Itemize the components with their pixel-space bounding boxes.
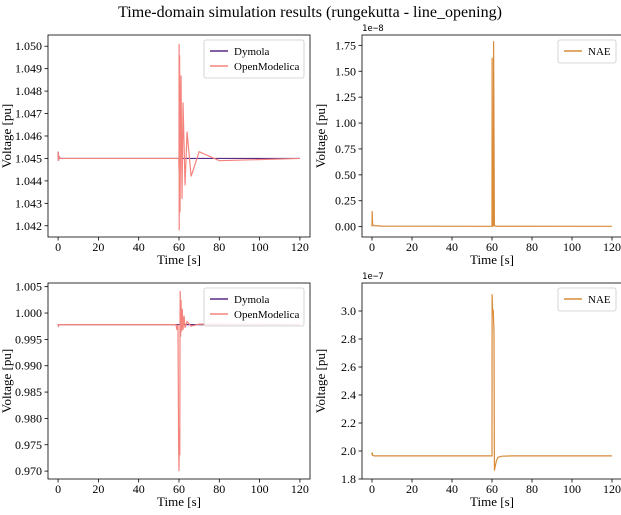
legend: Dymola OpenModelica [203,287,305,327]
y-tick-label: 2.8 [341,332,356,346]
legend-entry: NAE [588,46,611,58]
x-tick-label: 20 [406,482,418,496]
y-tick-label: 2.0 [341,444,356,458]
x-tick-label: 20 [92,482,104,496]
y-tick-label: 1.049 [15,62,42,76]
x-tick-label: 80 [526,240,538,254]
y-tick-label: 1.046 [15,129,42,143]
x-axis-label: Time [s] [470,494,514,509]
y-tick-label: 1.045 [15,151,42,165]
y-axis-label: Voltage [pu] [0,349,14,413]
y-tick-label: 0.975 [15,438,42,452]
x-tick-label: 20 [406,240,418,254]
subplot-2: 0 20 40 60 80 100 120 0.00 0.25 0.50 0.75 1.00 1.25 1… [313,24,621,267]
x-tick-label: 100 [251,482,269,496]
x-tick-label: 100 [251,240,269,254]
y-tick-label: 3.0 [341,304,356,318]
y-tick-label: 0.25 [335,194,356,208]
x-tick-label: 0 [55,482,61,496]
subplots: 0 20 40 60 80 100 120 1.042 1.043 1.044 1.045 1.046… [0,24,621,509]
legend-box [203,287,305,327]
legend-entry: OpenModelica [234,61,299,73]
y-tick-label: 2.4 [341,388,356,402]
y-tick-label: 0.990 [15,359,42,373]
y-tick-label: 1.042 [15,219,42,233]
legend-entry: Dymola [234,294,270,306]
y-tick-label: 1.75 [335,38,356,52]
x-tick-label: 60 [173,240,185,254]
x-tick-label: 120 [291,482,309,496]
y-tick-label: 0.50 [335,168,356,182]
y-tick-label: 1.50 [335,64,356,78]
y-tick-label: 1.005 [15,280,42,294]
y-tick-label: 1.8 [341,472,356,486]
x-tick-label: 60 [486,240,498,254]
series-line-nae [371,41,613,227]
series-line-openmodelica [57,43,300,231]
x-axis-label: Time [s] [157,494,201,509]
x-tick-label: 120 [603,240,621,254]
legend-box [557,39,617,64]
y-tick-label: 0.995 [15,332,42,346]
figure-title: Time-domain simulation results (rungekut… [118,4,502,21]
y-tick-label: 1.048 [15,84,42,98]
axis-offset-label: 1e−8 [362,24,384,34]
y-tick-label: 0.75 [335,142,356,156]
x-tick-label: 40 [446,482,458,496]
x-tick-label: 60 [486,482,498,496]
y-tick-label: 1.00 [335,116,356,130]
x-tick-label: 40 [446,240,458,254]
x-tick-label: 0 [55,240,61,254]
series-line-nae [371,294,612,471]
x-tick-label: 100 [563,240,581,254]
x-tick-label: 80 [213,482,225,496]
y-tick-label: 1.044 [15,174,42,188]
y-tick-label: 0.980 [15,411,42,425]
legend-entry: Dymola [234,46,270,58]
x-tick-label: 0 [369,240,375,254]
legend-entry: OpenModelica [234,309,299,321]
y-tick-label: 1.000 [15,306,42,320]
subplot-4: 0 20 40 60 80 100 120 1.8 2.0 2.2 2.4 2.6 2.8 3.0 Time… [313,272,621,509]
legend: NAE [557,39,617,64]
y-axis-label: Voltage [pu] [313,349,328,413]
x-tick-label: 40 [133,240,145,254]
x-tick-label: 20 [92,240,104,254]
subplot-1: 0 20 40 60 80 100 120 1.042 1.043 1.044 1.045 1.046… [0,34,311,267]
x-tick-label: 40 [133,482,145,496]
y-tick-label: 0.985 [15,385,42,399]
x-tick-label: 0 [369,482,375,496]
y-tick-label: 0.970 [15,464,42,478]
x-tick-label: 120 [603,482,621,496]
y-axis-label: Voltage [pu] [313,104,328,168]
y-tick-label: 1.050 [15,39,42,53]
y-tick-label: 2.2 [341,416,356,430]
x-axis-label: Time [s] [157,252,201,267]
y-tick-label: 1.25 [335,90,356,104]
axis-offset-label: 1e−7 [362,272,384,282]
legend: Dymola OpenModelica [203,39,305,79]
y-tick-label: 1.047 [15,107,42,121]
y-tick-label: 1.043 [15,196,42,210]
legend-box [203,39,305,79]
legend: NAE [557,287,617,312]
legend-entry: NAE [588,294,611,306]
y-axis-label: Voltage [pu] [0,104,14,168]
x-tick-label: 100 [563,482,581,496]
x-axis-label: Time [s] [470,252,514,267]
y-tick-label: 0.00 [335,220,356,234]
x-tick-label: 120 [291,240,309,254]
series-line-openmodelica [57,290,300,472]
x-tick-label: 60 [173,482,185,496]
legend-box [557,287,617,312]
subplot-3: 0 20 40 60 80 100 120 0.970 0.975 0.980 0.985 0.990… [0,280,311,509]
x-tick-label: 80 [213,240,225,254]
y-tick-label: 2.6 [341,360,356,374]
x-tick-label: 80 [526,482,538,496]
